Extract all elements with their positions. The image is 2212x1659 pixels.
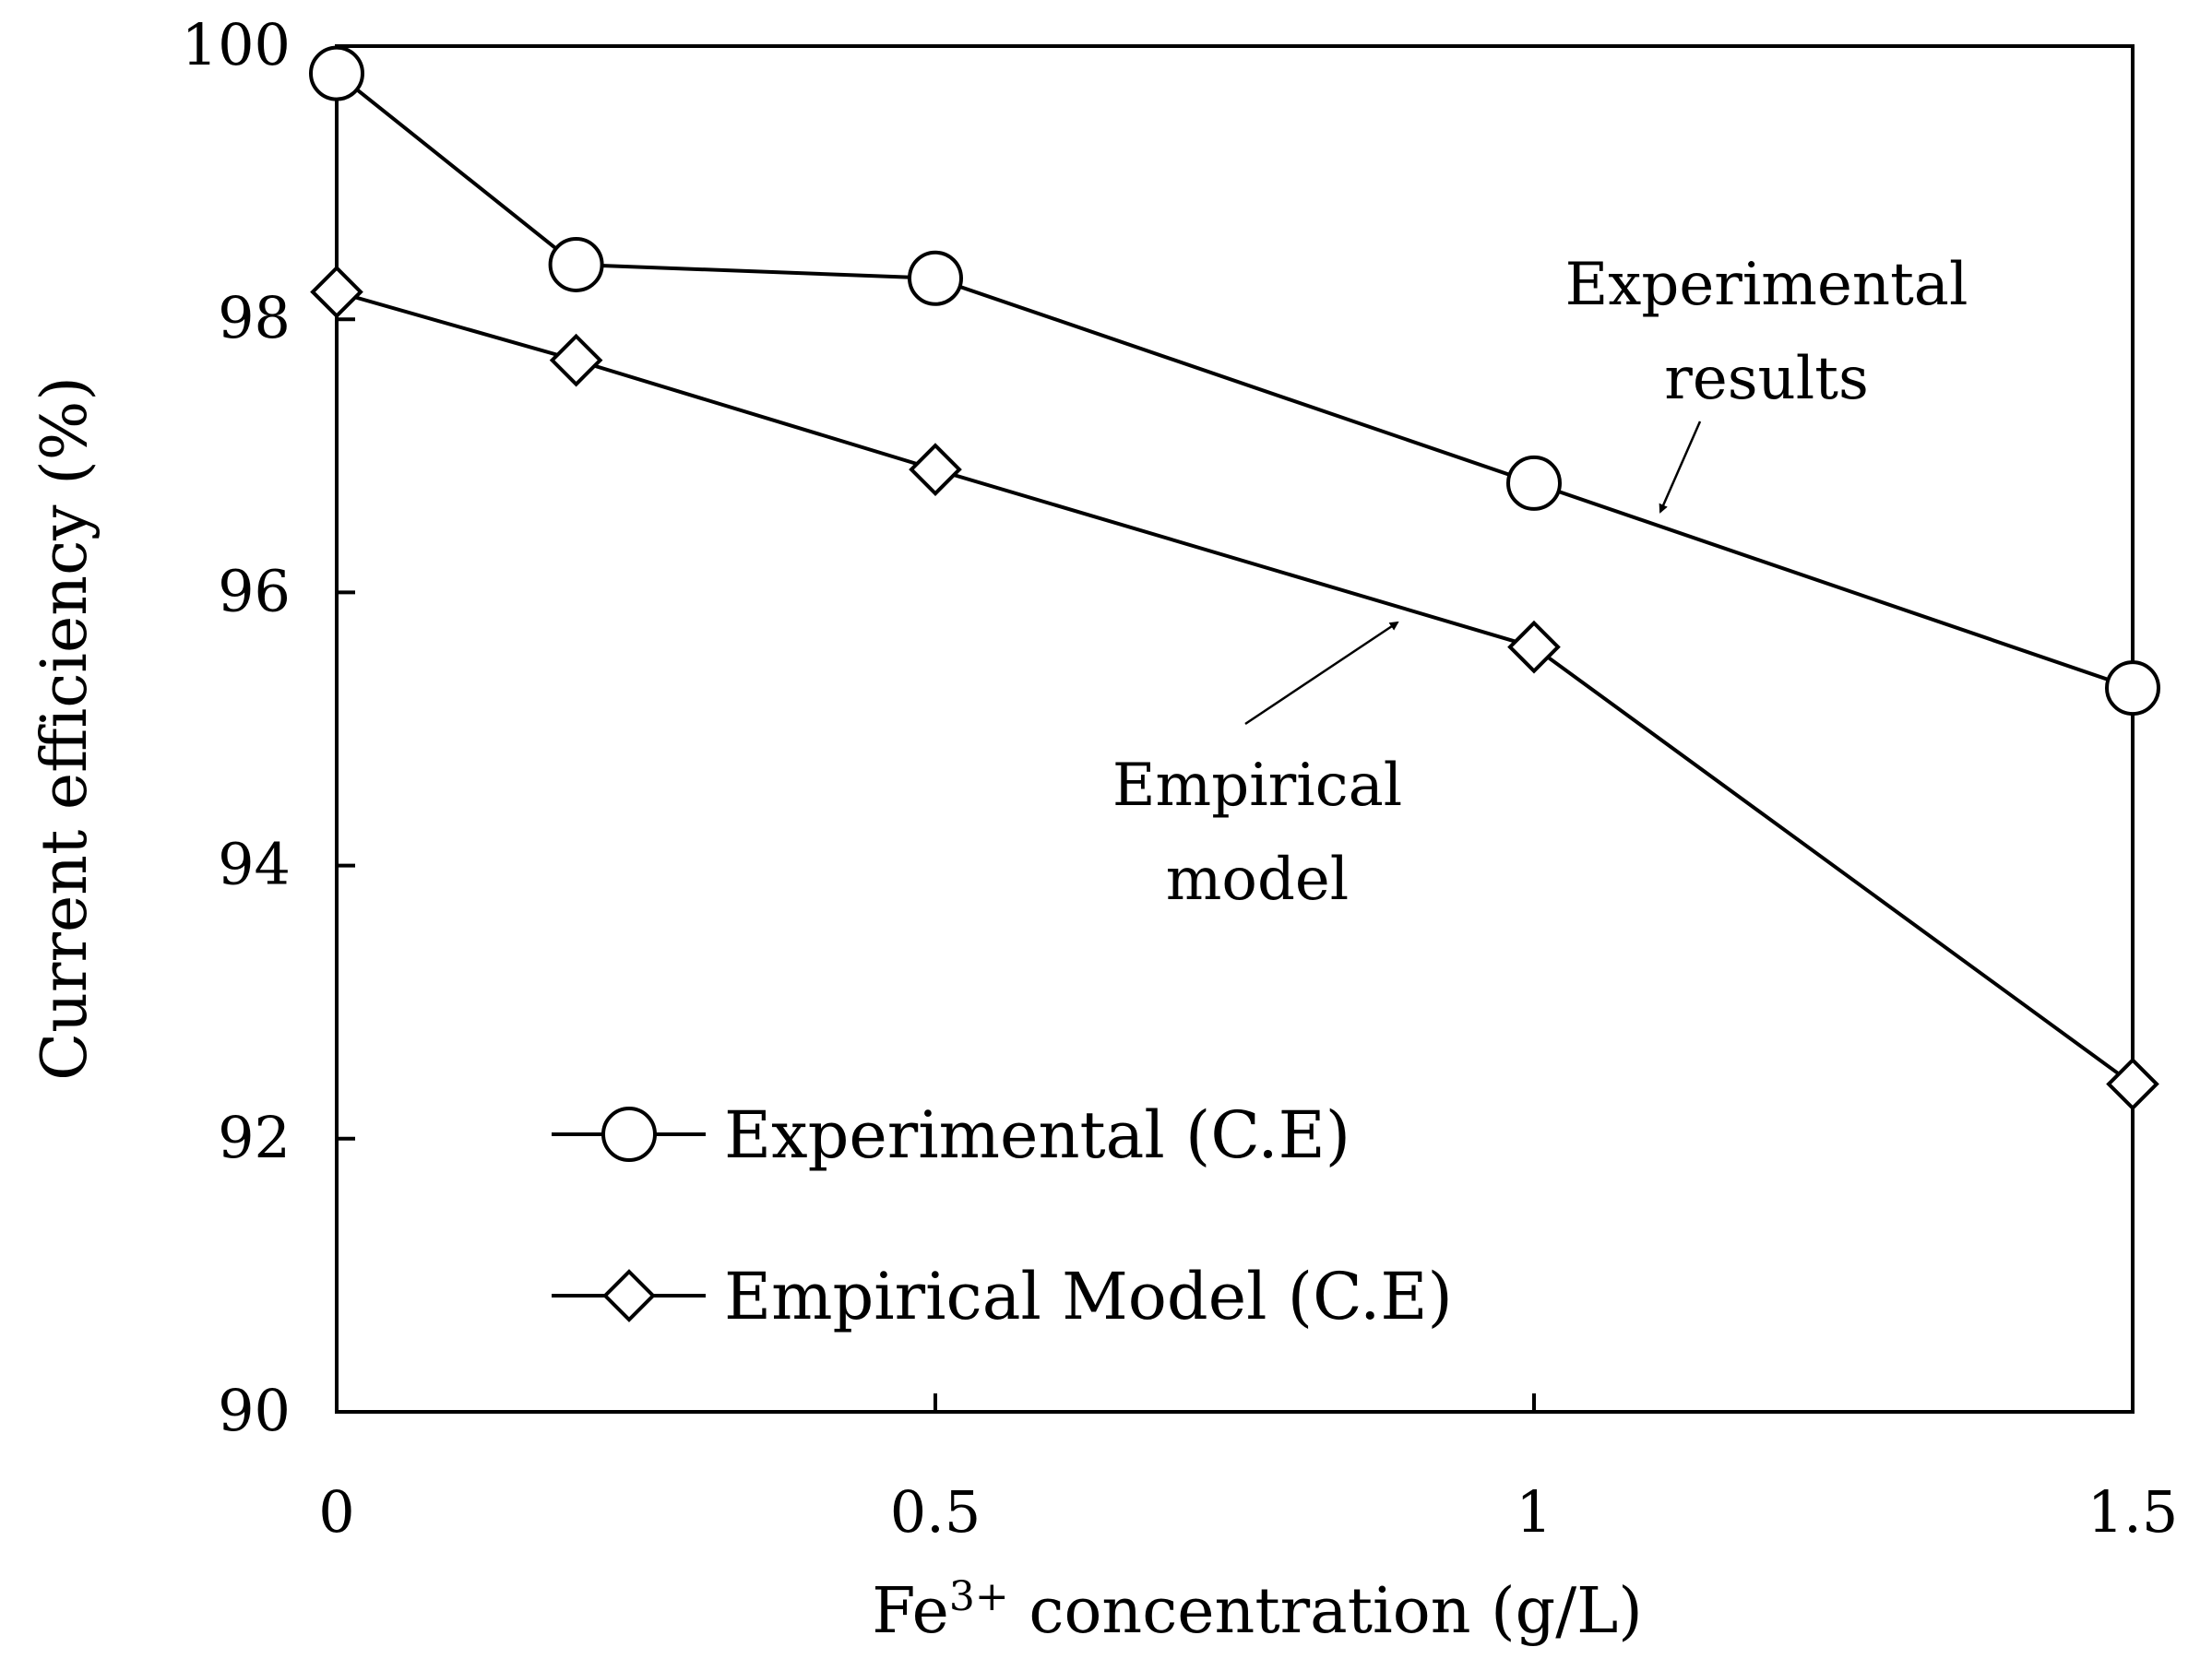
plot-frame	[335, 44, 2135, 1414]
legend-marker-diamond	[602, 1269, 656, 1322]
data-point-diamond	[2106, 1057, 2159, 1111]
annotation-empirical-line2: model	[1166, 846, 1350, 914]
annotation-empirical: Empirical model	[1112, 621, 1402, 914]
legend-item-experimental: Experimental (C.E)	[552, 1097, 1350, 1173]
data-point-circle	[548, 236, 604, 292]
annotation-experimental: Experimental results	[1565, 251, 1968, 514]
data-point-diamond	[909, 443, 962, 496]
legend-label-experimental: Experimental (C.E)	[724, 1097, 1350, 1173]
annotation-experimental-line2: results	[1664, 345, 1869, 413]
data-point-circle	[2105, 660, 2160, 717]
data-point-circle	[1506, 455, 1562, 511]
y-tick-label: 100	[182, 11, 291, 78]
legend: Experimental (C.E) Empirical Model (C.E)	[552, 1097, 1453, 1334]
series-layer	[309, 45, 2160, 1111]
y-tick-label: 96	[218, 557, 291, 624]
legend-marker-circle	[601, 1107, 657, 1162]
data-point-diamond	[310, 265, 363, 319]
legend-item-empirical: Empirical Model (C.E)	[552, 1259, 1453, 1334]
x-tick-label: 1	[1516, 1478, 1552, 1546]
y-tick-label: 90	[218, 1377, 291, 1444]
y-tick-label: 92	[218, 1104, 291, 1171]
y-tick-label: 94	[218, 831, 291, 898]
x-axis: 0 0.5 1 1.5	[318, 1393, 2178, 1546]
annotation-empirical-line1: Empirical	[1112, 752, 1402, 820]
annotation-experimental-arrow	[1659, 421, 1702, 514]
data-point-diamond	[1507, 620, 1561, 674]
annotation-experimental-line1: Experimental	[1565, 251, 1968, 319]
x-axis-title: Fe3+ concentration (g/L)	[872, 1573, 1643, 1648]
data-point-circle	[908, 250, 963, 306]
y-axis-title: Current efficiency (%)	[29, 376, 101, 1081]
series-experimental	[309, 45, 2160, 717]
legend-label-empirical: Empirical Model (C.E)	[724, 1259, 1453, 1334]
x-tick-label: 0	[318, 1478, 354, 1546]
annotation-empirical-arrow	[1244, 621, 1399, 726]
y-axis: 90 92 94 96 98 100	[182, 11, 355, 1444]
series-empirical-model	[310, 265, 2159, 1111]
x-axis-title-pre: Fe	[872, 1575, 949, 1648]
x-axis-title-post: concentration (g/L)	[1009, 1575, 1643, 1648]
x-axis-title-sup: 3+	[949, 1573, 1009, 1620]
data-point-diamond	[549, 333, 603, 387]
data-point-circle	[309, 45, 364, 101]
x-tick-label: 1.5	[2087, 1478, 2179, 1546]
y-tick-label: 98	[218, 284, 291, 351]
x-tick-label: 0.5	[890, 1478, 981, 1546]
